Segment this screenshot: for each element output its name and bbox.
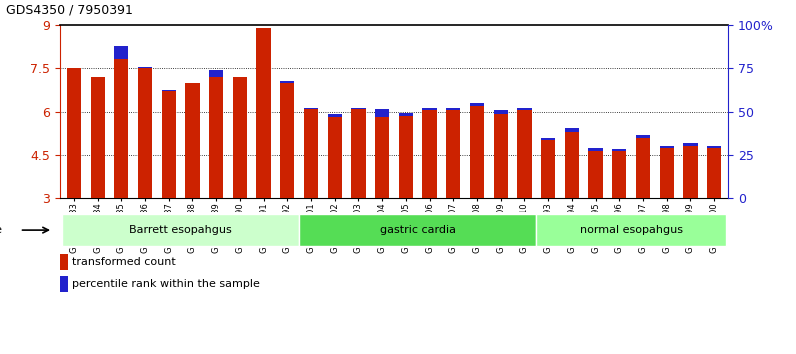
Bar bbox=[447, 108, 460, 198]
Bar bbox=[232, 80, 247, 198]
Text: Barrett esopahgus: Barrett esopahgus bbox=[129, 225, 232, 235]
Bar bbox=[399, 116, 413, 198]
Bar bbox=[62, 214, 299, 246]
Bar bbox=[470, 106, 484, 198]
Bar bbox=[588, 150, 603, 198]
Bar bbox=[612, 149, 626, 198]
Bar bbox=[636, 135, 650, 198]
Bar bbox=[683, 143, 697, 198]
Bar bbox=[423, 108, 437, 198]
Bar bbox=[494, 110, 508, 198]
Bar bbox=[375, 109, 389, 198]
Bar bbox=[328, 117, 341, 198]
Bar bbox=[304, 108, 318, 198]
Text: percentile rank within the sample: percentile rank within the sample bbox=[72, 279, 259, 289]
Bar bbox=[138, 68, 152, 198]
Bar bbox=[185, 82, 200, 198]
Bar bbox=[67, 68, 81, 198]
Text: gastric cardia: gastric cardia bbox=[380, 225, 456, 235]
Bar bbox=[185, 82, 200, 198]
Bar bbox=[612, 150, 626, 198]
Bar bbox=[60, 275, 68, 292]
Bar bbox=[351, 108, 365, 198]
Bar bbox=[162, 91, 176, 198]
Bar bbox=[299, 214, 537, 246]
Text: normal esopahgus: normal esopahgus bbox=[579, 225, 683, 235]
Bar bbox=[537, 214, 726, 246]
Bar bbox=[707, 148, 721, 198]
Bar bbox=[399, 113, 413, 198]
Bar bbox=[494, 114, 508, 198]
Bar bbox=[209, 70, 224, 198]
Bar bbox=[280, 82, 295, 198]
Text: tissue: tissue bbox=[0, 225, 3, 235]
Bar bbox=[328, 114, 341, 198]
Bar bbox=[541, 141, 556, 198]
Bar bbox=[162, 90, 176, 198]
Bar bbox=[256, 30, 271, 198]
Bar bbox=[588, 148, 603, 198]
Bar bbox=[280, 81, 295, 198]
Bar bbox=[683, 146, 697, 198]
Bar bbox=[517, 110, 532, 198]
Bar bbox=[67, 68, 81, 198]
Bar bbox=[517, 108, 532, 198]
Bar bbox=[660, 145, 673, 198]
Bar bbox=[304, 109, 318, 198]
Bar bbox=[636, 137, 650, 198]
Bar bbox=[351, 109, 365, 198]
Bar bbox=[138, 67, 152, 198]
Bar bbox=[541, 137, 556, 198]
Bar bbox=[60, 254, 68, 270]
Bar bbox=[660, 148, 673, 198]
Bar bbox=[91, 77, 105, 198]
Bar bbox=[209, 77, 224, 198]
Bar bbox=[115, 46, 128, 198]
Bar bbox=[564, 128, 579, 198]
Bar bbox=[256, 28, 271, 198]
Bar bbox=[447, 110, 460, 198]
Bar bbox=[564, 132, 579, 198]
Bar bbox=[423, 110, 437, 198]
Bar bbox=[707, 145, 721, 198]
Bar bbox=[91, 77, 105, 198]
Text: GDS4350 / 7950391: GDS4350 / 7950391 bbox=[6, 3, 133, 16]
Bar bbox=[115, 59, 128, 198]
Bar bbox=[375, 117, 389, 198]
Text: transformed count: transformed count bbox=[72, 257, 175, 267]
Bar bbox=[470, 103, 484, 198]
Bar bbox=[232, 77, 247, 198]
